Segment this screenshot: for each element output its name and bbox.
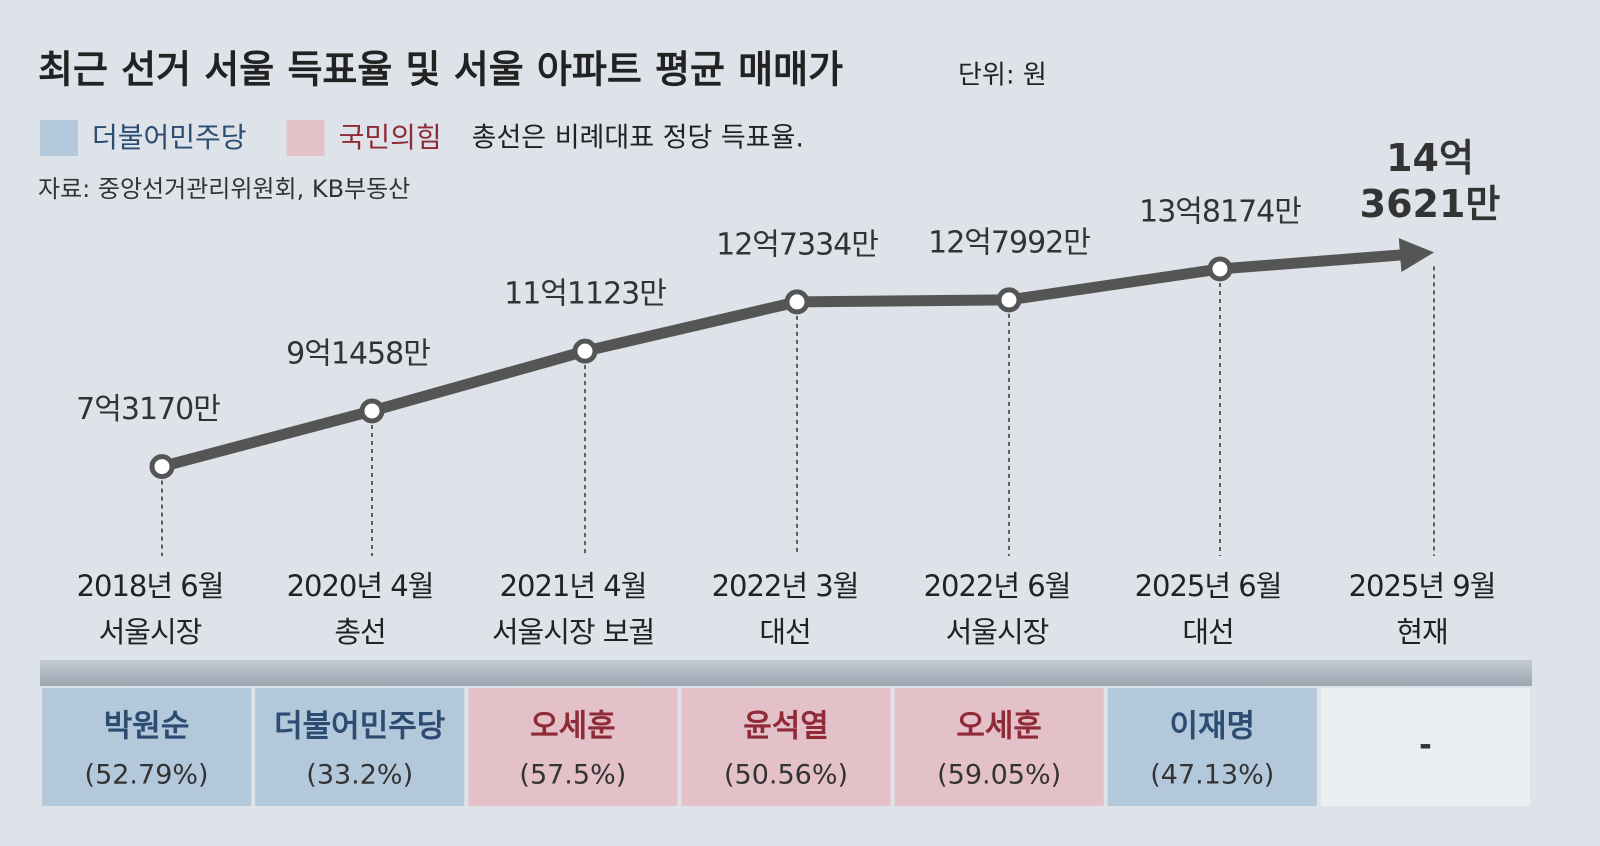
chart-title: 최근 선거 서울 득표율 및 서울 아파트 평균 매매가	[38, 48, 843, 92]
result-share: (50.56%)	[724, 760, 848, 791]
x-tick-label: 2022년 6월	[924, 569, 1071, 603]
legend-label: 더불어민주당	[92, 121, 247, 154]
source: 자료: 중앙선거관리위원회, KB부동산	[38, 175, 410, 203]
arrow-head	[1398, 238, 1434, 272]
value-label: 12억7992만	[928, 225, 1090, 260]
value-label: 9억1458만	[286, 336, 430, 371]
result-name: 더불어민주당	[274, 709, 445, 745]
value-label: 14억 3621만	[1360, 136, 1501, 226]
x-tick-label: 2020년 4월	[287, 569, 434, 603]
result-cell	[681, 688, 891, 806]
note: 총선은 비례대표 정당 득표율.	[472, 123, 804, 154]
result-name: 이재명	[1170, 709, 1256, 745]
result-share: (33.2%)	[306, 760, 413, 791]
point	[784, 289, 810, 315]
point	[1207, 256, 1233, 282]
x-tick-label: 2022년 3월	[712, 569, 859, 603]
result-cell	[255, 688, 465, 806]
legend-swatch	[40, 120, 78, 156]
point	[149, 454, 175, 480]
point	[572, 338, 598, 364]
unit: 단위: 원	[958, 61, 1047, 91]
result-share: (47.13%)	[1150, 760, 1274, 791]
result-name: 윤석열	[743, 709, 829, 745]
point	[996, 287, 1022, 313]
event-label: 대선	[759, 615, 810, 649]
value-label: 13억8174만	[1139, 194, 1301, 229]
result-cell	[42, 688, 252, 806]
result-cell	[1320, 688, 1530, 806]
value-label: 7억3170만	[76, 392, 220, 427]
event-label: 서울시장 보궐	[492, 615, 654, 649]
result-cell	[894, 688, 1104, 806]
x-tick-label: 2025년 6월	[1135, 569, 1282, 603]
legend-label: 국민의힘	[339, 121, 442, 154]
point	[359, 398, 385, 424]
event-label: 대선	[1182, 615, 1233, 649]
result-cell	[468, 688, 678, 806]
result-name: 오세훈	[530, 709, 616, 745]
table-strip	[40, 660, 1532, 686]
event-label: 총선	[334, 615, 385, 649]
result-name: 박원순	[104, 709, 190, 745]
result-share: (52.79%)	[85, 760, 209, 791]
x-tick-label: 2025년 9월	[1349, 569, 1496, 603]
result-name: 오세훈	[956, 709, 1042, 745]
value-label: 12억7334만	[716, 227, 878, 262]
event-label: 서울시장	[99, 615, 202, 649]
result-cell	[1107, 688, 1317, 806]
event-label: 현재	[1396, 615, 1447, 649]
event-label: 서울시장	[946, 615, 1049, 649]
value-label: 11억1123만	[504, 277, 666, 312]
x-tick-label: 2021년 4월	[500, 569, 647, 603]
result-name: -	[1419, 728, 1432, 764]
result-share: (59.05%)	[937, 760, 1061, 791]
legend-swatch	[286, 120, 325, 156]
x-tick-label: 2018년 6월	[77, 569, 224, 603]
result-share: (57.5%)	[519, 760, 626, 791]
